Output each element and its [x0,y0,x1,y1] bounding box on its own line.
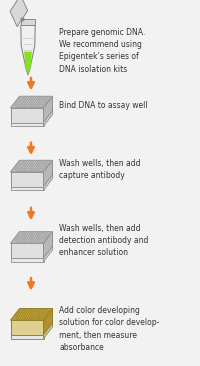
Polygon shape [21,25,35,75]
Text: Wash wells, then add
detection antibody and
enhancer solution: Wash wells, then add detection antibody … [59,224,148,257]
Text: Add color developing
solution for color develop-
ment, then measure
absorbance: Add color developing solution for color … [59,306,159,352]
Polygon shape [11,258,44,262]
Polygon shape [44,246,52,262]
Polygon shape [11,335,44,339]
Polygon shape [11,108,44,123]
Polygon shape [44,323,52,339]
Polygon shape [44,96,52,123]
Polygon shape [24,52,32,74]
Polygon shape [21,19,35,25]
Polygon shape [44,160,52,187]
Polygon shape [11,232,52,243]
Text: Bind DNA to assay well: Bind DNA to assay well [59,101,148,109]
Polygon shape [44,175,52,190]
Text: Prepare genomic DNA.
We recommend using
Epigentek’s series of
DNA isolation kits: Prepare genomic DNA. We recommend using … [59,28,145,74]
Text: Wash wells, then add
capture antibody: Wash wells, then add capture antibody [59,158,140,180]
Polygon shape [11,320,44,335]
Polygon shape [11,309,52,320]
Polygon shape [11,243,44,258]
Polygon shape [44,111,52,126]
Polygon shape [44,232,52,258]
Polygon shape [11,123,44,126]
Polygon shape [11,187,44,190]
Polygon shape [11,160,52,172]
Polygon shape [11,172,44,187]
Polygon shape [11,96,52,108]
Polygon shape [10,0,28,27]
Polygon shape [44,309,52,335]
